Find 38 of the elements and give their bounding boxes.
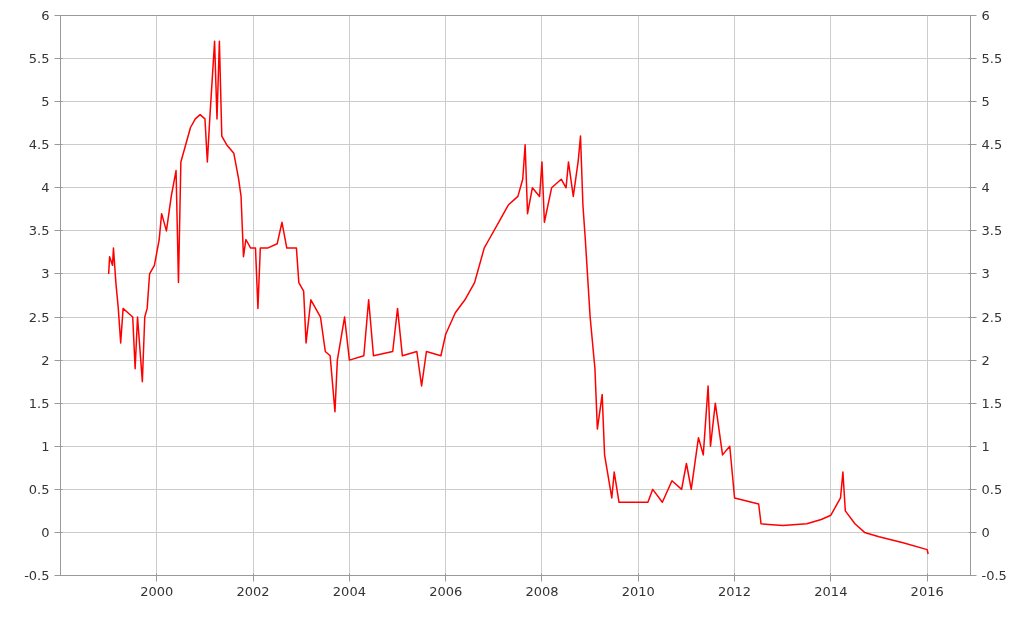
x-tick-label: 2008 bbox=[525, 583, 559, 599]
x-tick-label: 2006 bbox=[429, 583, 463, 599]
x-tick-label: 2000 bbox=[140, 583, 174, 599]
y2-tick-label: 3 bbox=[981, 266, 990, 282]
y2-tick-label: 1 bbox=[981, 438, 990, 454]
y-tick-label: 2.5 bbox=[28, 309, 50, 325]
y2-tick-label: 5.5 bbox=[981, 51, 1003, 67]
y-tick-label: 0 bbox=[41, 524, 50, 540]
x-tick-label: 2010 bbox=[621, 583, 655, 599]
y-tick-label: 4 bbox=[41, 180, 50, 196]
y-tick-label: 6 bbox=[41, 8, 50, 23]
y-tick-label: 4.5 bbox=[28, 137, 50, 153]
y-tick-label: 1.5 bbox=[28, 395, 50, 411]
y2-tick-label: 4 bbox=[981, 180, 990, 196]
y-tick-label: 5.5 bbox=[28, 51, 50, 67]
y-tick-label: 2 bbox=[41, 352, 50, 368]
y2-tick-label: 2 bbox=[981, 352, 990, 368]
y-tick-label: 1 bbox=[41, 438, 50, 454]
y2-tick-label: 1.5 bbox=[981, 395, 1003, 411]
y2-tick-label: 0.5 bbox=[981, 481, 1003, 497]
y-tick-label: 0.5 bbox=[28, 481, 50, 497]
y2-tick-label: 3.5 bbox=[981, 223, 1003, 239]
x-tick-label: 2014 bbox=[814, 583, 848, 599]
y2-tick-label: 0 bbox=[981, 524, 990, 540]
y-tick-label: -0.5 bbox=[24, 568, 50, 583]
x-tick-label: 2002 bbox=[236, 583, 270, 599]
y2-tick-label: 4.5 bbox=[981, 137, 1003, 153]
y2-tick-label: 2.5 bbox=[981, 309, 1003, 325]
x-tick-label: 2016 bbox=[910, 583, 944, 599]
y-tick-label: 3.5 bbox=[28, 223, 50, 239]
y2-tick-label: 5 bbox=[981, 94, 990, 110]
y-tick-label: 3 bbox=[41, 266, 50, 282]
x-tick-label: 2004 bbox=[332, 583, 366, 599]
line-series bbox=[107, 40, 929, 555]
y2-tick-label: 6 bbox=[981, 8, 990, 23]
x-tick-label: 2012 bbox=[718, 583, 752, 599]
y-tick-label: 5 bbox=[41, 94, 50, 110]
y2-tick-label: -0.5 bbox=[981, 568, 1007, 583]
